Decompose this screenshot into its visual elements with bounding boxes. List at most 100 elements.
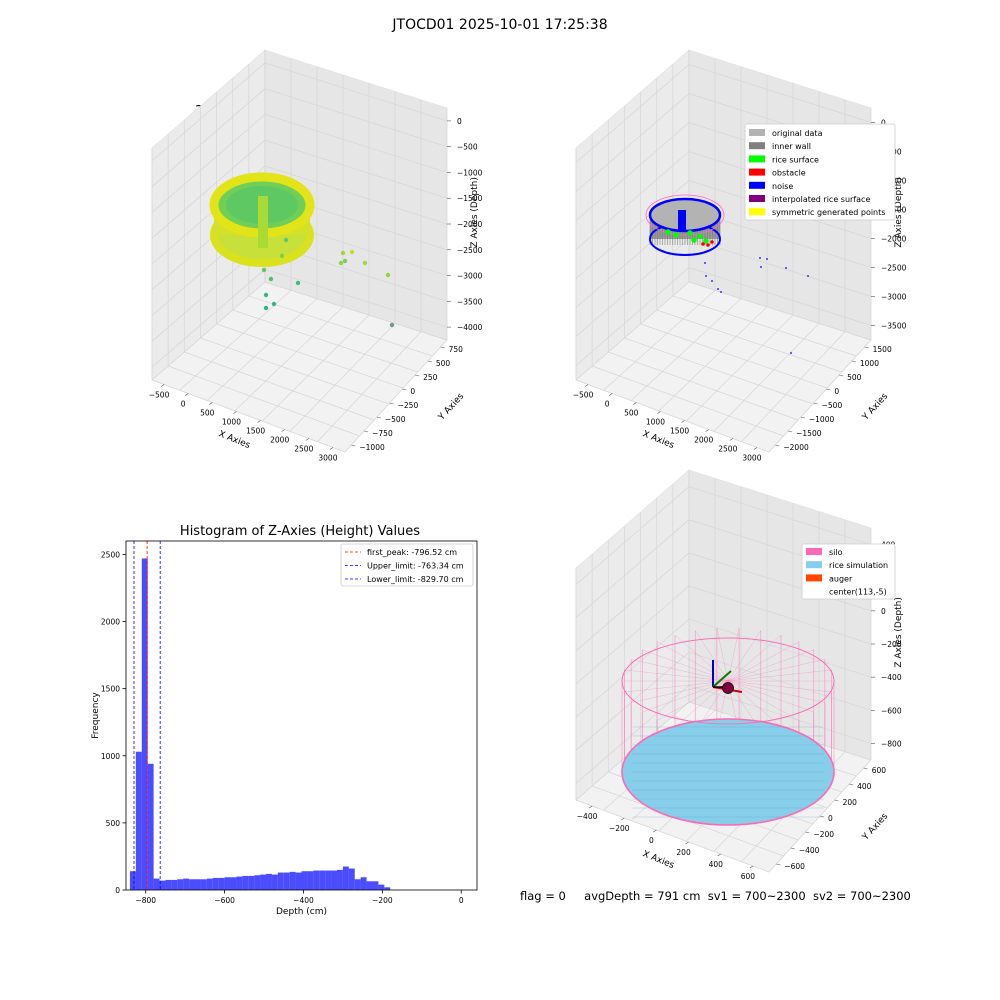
y-tick-label: 400 bbox=[857, 782, 872, 791]
x-tick-mark bbox=[681, 420, 685, 423]
data-point bbox=[263, 292, 269, 298]
histogram-bar bbox=[254, 875, 261, 890]
data-point bbox=[338, 260, 344, 266]
z-axis-label: Z Axies (Depth) bbox=[894, 177, 904, 248]
data-point bbox=[389, 322, 395, 328]
y-tick-label: −500 bbox=[385, 415, 406, 424]
legend-box bbox=[340, 543, 474, 587]
x-tick-label: 1500 bbox=[670, 427, 689, 436]
histogram-bar bbox=[195, 879, 201, 890]
floor-grid-line bbox=[592, 365, 784, 437]
avg-depth-text: avgDepth = 791 cm bbox=[584, 889, 701, 903]
x-tick-label: 2000 bbox=[270, 436, 289, 445]
x-tick-mark bbox=[281, 429, 285, 432]
legend-swatch bbox=[749, 168, 765, 176]
silo-wire bbox=[624, 669, 729, 682]
floor-grid-line bbox=[624, 337, 813, 405]
z-grid-line bbox=[575, 267, 872, 366]
x-tick-label: −500 bbox=[149, 391, 170, 400]
floor-grid-line bbox=[768, 339, 872, 453]
y-tick-label: 2000 bbox=[101, 618, 120, 627]
y-tick-label: −1000 bbox=[359, 443, 385, 452]
sv2-text: sv2 = 700~2300 bbox=[812, 889, 911, 903]
y-tick-mark bbox=[788, 430, 793, 433]
interior-column bbox=[258, 196, 268, 248]
data-point bbox=[283, 237, 289, 243]
legend-box bbox=[801, 543, 896, 600]
floor-grid-line bbox=[575, 799, 770, 873]
histogram-bar bbox=[354, 879, 361, 890]
x-tick-label: 2500 bbox=[294, 445, 313, 454]
z-tick-label: −400 bbox=[881, 673, 902, 682]
noise-point bbox=[766, 258, 768, 260]
rice-surface-point bbox=[697, 233, 703, 239]
silo-wire bbox=[624, 680, 729, 693]
x-tick-label: 1000 bbox=[646, 418, 665, 427]
z-grid-line bbox=[575, 685, 872, 784]
z-tick-label: 0 bbox=[881, 607, 886, 616]
floor-grid-line bbox=[686, 314, 794, 422]
legend-label: silo bbox=[829, 548, 843, 557]
x-tick-mark bbox=[749, 865, 754, 869]
silo-wire bbox=[727, 680, 832, 693]
noise-point bbox=[760, 266, 762, 268]
floor-grid-line bbox=[344, 339, 448, 453]
y-tick-mark bbox=[863, 767, 868, 770]
legend-label: Upper_limit: -763.34 cm bbox=[367, 562, 464, 571]
legend-label: interpolated rice surface bbox=[772, 195, 870, 204]
z-tick-label: −2500 bbox=[457, 246, 483, 255]
z-tick-label: −2000 bbox=[457, 220, 483, 229]
legend-swatch bbox=[749, 181, 765, 189]
panel1-3d-raw: −500050010001500200025003000−1000−750−50… bbox=[149, 49, 483, 463]
z-grid-line bbox=[575, 486, 872, 585]
y-tick-label: −2000 bbox=[783, 443, 809, 452]
z-tick-label: −3000 bbox=[457, 272, 483, 281]
noise-point bbox=[807, 275, 809, 277]
x-tick-mark bbox=[653, 829, 657, 833]
y-tick-label: 500 bbox=[847, 373, 862, 382]
y-tick-mark bbox=[415, 374, 420, 377]
legend-label: auger bbox=[829, 574, 853, 583]
floor-grid-line bbox=[151, 281, 266, 381]
histogram-bar bbox=[230, 877, 237, 890]
y-tick-mark bbox=[776, 863, 781, 866]
noise-point bbox=[717, 288, 719, 290]
histogram-bar bbox=[147, 763, 154, 890]
histogram-bar bbox=[271, 874, 278, 890]
y-tick-mark bbox=[851, 360, 856, 363]
floor-grid-line bbox=[317, 331, 422, 442]
x-tick-mark bbox=[633, 402, 637, 405]
histogram-bar bbox=[224, 877, 231, 890]
data-point bbox=[342, 258, 348, 264]
x-tick-label: 0 bbox=[181, 400, 186, 409]
histogram-bar bbox=[189, 879, 196, 890]
data-point bbox=[349, 249, 355, 255]
histogram-bar bbox=[372, 881, 379, 890]
floor-grid-line bbox=[168, 365, 360, 437]
x-tick-label: 500 bbox=[200, 409, 215, 418]
z-tick-label: −4000 bbox=[457, 323, 483, 332]
noise-point bbox=[720, 291, 722, 293]
floor-grid-line bbox=[688, 281, 872, 341]
status-footer: flag = 0 avgDepth = 791 cm sv1 = 700~230… bbox=[520, 889, 911, 903]
floor-grid-line bbox=[184, 351, 375, 421]
z-grid-line bbox=[575, 618, 872, 718]
histogram-bar bbox=[177, 879, 184, 890]
y-tick-mark bbox=[376, 416, 381, 419]
data-point bbox=[340, 250, 346, 256]
legend-label: center(113,-5) bbox=[829, 588, 887, 597]
data-point bbox=[271, 301, 277, 307]
z-axis-label: Z Axies (Depth) bbox=[894, 597, 904, 668]
x-tick-label: 0 bbox=[649, 836, 654, 845]
interpolated-ring bbox=[645, 194, 725, 236]
histogram-bar bbox=[336, 869, 343, 890]
noise-point bbox=[790, 352, 792, 354]
silo-wire bbox=[631, 680, 729, 703]
z-tick-label: −2500 bbox=[881, 264, 907, 273]
panel3-histogram: −800 −600 −400 −200 0 0 500 1000 1500 2000 2500 Dep… bbox=[91, 540, 478, 917]
floor-grid-line bbox=[248, 295, 433, 357]
z-tick-label: −800 bbox=[881, 739, 902, 748]
floor-grid-line bbox=[608, 351, 799, 421]
y-tick-label: −400 bbox=[799, 846, 820, 855]
histogram-bar bbox=[236, 876, 243, 890]
